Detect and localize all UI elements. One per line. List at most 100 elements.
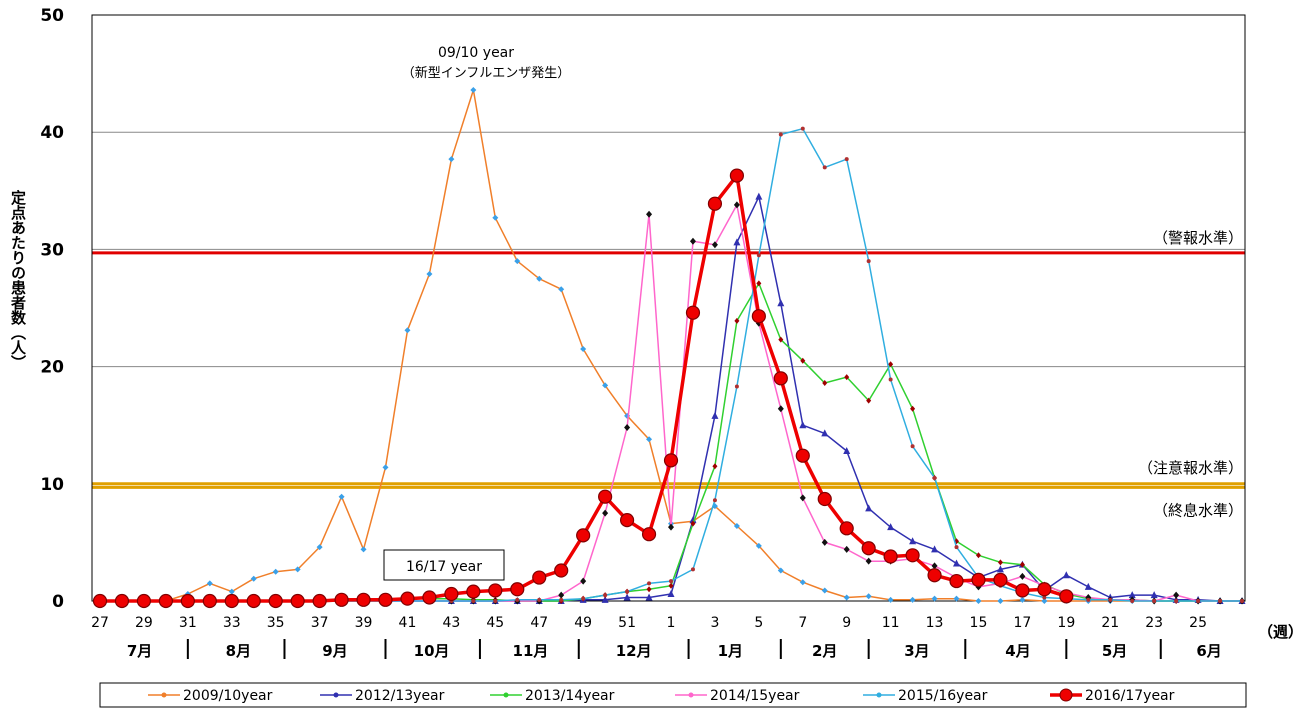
data-point (800, 357, 806, 364)
data-point (953, 559, 961, 567)
data-point (949, 573, 964, 589)
data-point (1240, 599, 1245, 603)
legend-label: 2013/14year (525, 688, 615, 704)
annotation-0910-title: 09/10 year (438, 45, 514, 61)
data-point (887, 523, 895, 531)
data-point (1062, 571, 1070, 579)
legend-label: 2015/16year (898, 688, 988, 704)
x-tick-label: 27 (91, 615, 109, 631)
data-point (580, 577, 587, 585)
data-point (624, 424, 631, 432)
data-point (822, 165, 827, 170)
data-point (92, 593, 108, 609)
data-point (777, 405, 784, 413)
data-point (581, 596, 586, 601)
plot-area-frame (91, 14, 1246, 602)
data-point (927, 568, 942, 583)
data-point (316, 544, 323, 551)
data-point (1130, 599, 1135, 603)
series-lines (92, 87, 1246, 609)
data-point (909, 596, 916, 603)
month-label: 11月 (513, 642, 549, 660)
data-point (515, 597, 520, 602)
data-point (426, 271, 433, 278)
data-point (404, 327, 411, 334)
data-point (975, 598, 982, 604)
data-point (1173, 591, 1180, 599)
data-point (114, 593, 130, 609)
data-point (817, 491, 832, 507)
data-point (602, 509, 609, 517)
legend-label: 2012/13year (355, 688, 445, 704)
data-point (756, 253, 761, 258)
data-point (623, 593, 631, 601)
data-point (603, 593, 608, 598)
data-point (602, 382, 609, 389)
data-point (1037, 582, 1052, 597)
annotation-1617-label: 16/17 year (406, 559, 482, 575)
data-point (493, 599, 498, 603)
x-tick-label: 33 (223, 615, 241, 631)
data-point (1128, 591, 1136, 599)
x-tick-label: 31 (179, 615, 197, 631)
data-point (905, 548, 920, 563)
data-point (734, 384, 739, 389)
data-point (910, 405, 916, 412)
x-axis-unit-label: （週） (1258, 623, 1303, 641)
data-point (778, 336, 784, 343)
data-point (448, 156, 455, 163)
data-point (755, 542, 762, 549)
data-point (625, 589, 630, 594)
data-point (1108, 597, 1113, 602)
data-point (537, 597, 542, 602)
data-point (866, 397, 872, 404)
data-point (250, 575, 257, 582)
data-point (778, 132, 783, 137)
data-point (444, 586, 459, 602)
reference-line-label: （注意報水準） (1138, 459, 1243, 477)
data-point (734, 317, 740, 324)
data-point (1084, 582, 1092, 590)
data-point (378, 592, 393, 607)
data-point (821, 538, 828, 546)
data-point (733, 522, 740, 529)
x-tick-label: 29 (135, 615, 153, 631)
data-point (755, 192, 763, 200)
month-label: 2月 (812, 642, 837, 660)
data-point (492, 214, 499, 221)
month-label: 3月 (904, 642, 929, 660)
data-point (554, 563, 569, 578)
month-labels: 7月 8月 9月 10月 11月 12月 1月 2月 3月 4月 5月 6月 (127, 639, 1222, 660)
data-point (865, 504, 873, 512)
data-point (777, 299, 785, 307)
data-point (711, 241, 718, 249)
data-point (1086, 597, 1091, 602)
data-point (1218, 599, 1223, 603)
y-tick-label: 50 (40, 6, 64, 26)
data-point (158, 593, 173, 609)
data-point (729, 168, 744, 183)
data-point (865, 557, 872, 565)
x-tick-label: 23 (1145, 615, 1163, 631)
data-point (646, 436, 653, 443)
x-tick-label: 25 (1189, 615, 1207, 631)
data-point (1196, 599, 1201, 603)
legend-item: 2012/13year (320, 688, 445, 704)
data-point (861, 541, 876, 556)
data-point (558, 591, 565, 599)
data-point (773, 371, 788, 386)
data-point (356, 592, 371, 607)
data-point (931, 562, 938, 570)
legend-item: 2013/14year (490, 688, 615, 704)
data-point (290, 593, 305, 609)
data-point (619, 513, 635, 528)
y-tick-label: 10 (40, 475, 64, 495)
data-point (536, 275, 543, 282)
x-tick-label: 5 (754, 615, 763, 631)
data-point (707, 196, 723, 211)
data-point (712, 463, 718, 470)
data-point (883, 549, 898, 564)
data-point (931, 545, 939, 553)
data-point (910, 444, 915, 449)
y-tick-label: 0 (52, 592, 64, 612)
